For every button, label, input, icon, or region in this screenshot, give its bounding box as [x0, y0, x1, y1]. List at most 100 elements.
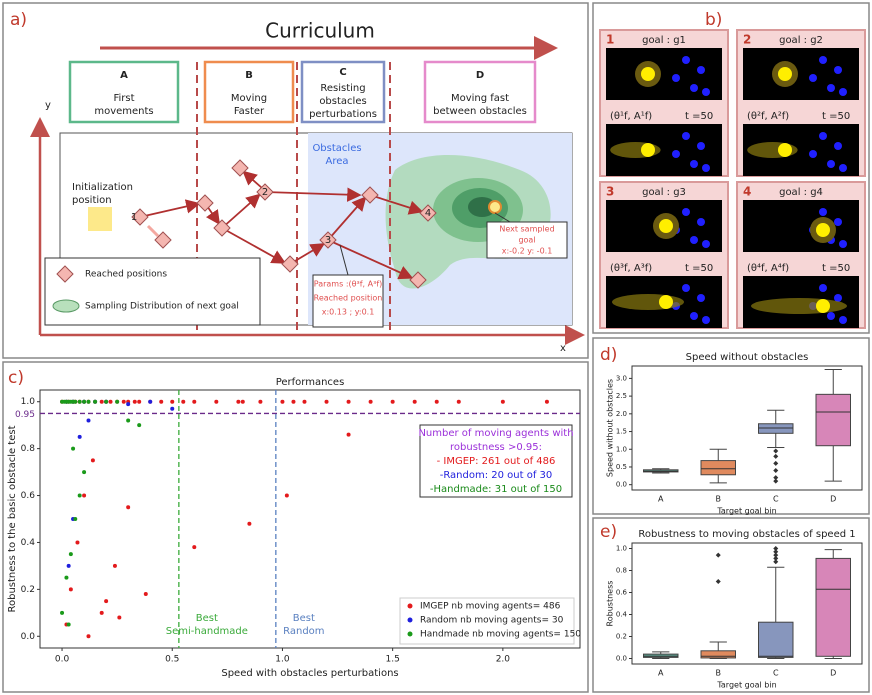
- cell-goal: goal : g4: [779, 187, 823, 198]
- obstacle: [702, 316, 710, 324]
- diamonds: [131, 159, 437, 289]
- point: [132, 399, 137, 404]
- stage-text: movements: [94, 106, 153, 117]
- y-tick-label: 0.4: [21, 538, 36, 548]
- point: [60, 610, 65, 615]
- y-tick-label: 1.0: [21, 397, 36, 407]
- x-tick-label: B: [716, 495, 722, 504]
- chart-title: Performances: [276, 377, 345, 388]
- obstacle: [819, 284, 827, 292]
- obstacle: [697, 294, 705, 302]
- point: [73, 517, 78, 521]
- y-tick-label: 1.5: [616, 428, 627, 436]
- point: [71, 446, 76, 451]
- cell-goal: goal : g1: [642, 35, 686, 46]
- point: [73, 399, 78, 404]
- outlier: [773, 453, 779, 459]
- point: [77, 493, 82, 498]
- next-goal: [488, 200, 502, 214]
- obstacle: [839, 316, 847, 324]
- obstacle: [682, 284, 690, 292]
- y-axis-label: Speed without obstacles: [606, 379, 615, 477]
- chart-title: Robustness to moving obstacles of speed …: [638, 529, 855, 540]
- x-tick-label: 1.0: [275, 655, 290, 665]
- agent: [641, 143, 655, 157]
- point: [93, 399, 98, 404]
- agent-trail: [751, 298, 847, 314]
- outlier: [773, 460, 779, 466]
- annotation-box: [419, 424, 573, 498]
- cell-number: 1: [606, 33, 614, 47]
- point: [126, 418, 131, 423]
- outlier: [715, 552, 721, 558]
- stage-letter: D: [476, 70, 484, 81]
- callout-text: Params :(θ³f, A³f): [314, 280, 383, 289]
- callout: [312, 274, 384, 328]
- y-axis-label: Robustness: [606, 581, 615, 627]
- callout: [486, 221, 568, 259]
- y-tick-label: 2.0: [616, 410, 627, 418]
- plot-frame: [631, 365, 863, 491]
- obstacle: [672, 74, 680, 82]
- panel-a: a) Curriculum A First movements B Moving…: [10, 10, 585, 354]
- cell-t: t =50: [685, 263, 713, 274]
- obstacle: [690, 312, 698, 320]
- node-label: 1: [131, 212, 137, 223]
- x-tick-label: 0.5: [165, 655, 179, 665]
- point: [181, 399, 186, 404]
- obstacle: [827, 312, 835, 320]
- point: [544, 399, 549, 404]
- outlier: [773, 552, 779, 558]
- obstacle: [809, 74, 817, 82]
- x-axis-label: Target goal bin: [716, 507, 776, 516]
- y-tick-label: 2.5: [616, 392, 627, 400]
- cell-number: 2: [743, 33, 751, 47]
- panel-label: c): [8, 368, 24, 388]
- x-tick-label: C: [773, 495, 779, 504]
- stage-text: obstacles: [319, 96, 366, 107]
- chart-title: Speed without obstacles: [686, 352, 809, 363]
- point: [86, 399, 91, 404]
- y-tick-label: 0.8: [21, 444, 36, 454]
- point: [115, 399, 120, 404]
- y-tick-label: 0.6: [21, 491, 36, 501]
- obstacle: [697, 218, 705, 226]
- point: [86, 418, 91, 423]
- callout-line: [494, 212, 511, 223]
- point: [77, 399, 82, 404]
- obstacle: [697, 66, 705, 74]
- stage-box: [203, 60, 295, 124]
- node-label: 3: [325, 235, 331, 246]
- agent: [778, 143, 792, 157]
- box: [700, 650, 736, 659]
- obstacle: [839, 240, 847, 248]
- point: [66, 563, 71, 568]
- cell-t: t =50: [685, 111, 713, 122]
- obstacle: [819, 56, 827, 64]
- legend-text: IMGEP nb moving agents= 486: [420, 602, 561, 612]
- reference-label: Semi-handmade: [166, 626, 248, 637]
- node-label: 2: [262, 187, 268, 198]
- y-tick-label: 1.0: [616, 445, 627, 453]
- y-axis-label: Robustness to the basic obstacle test: [7, 425, 18, 612]
- point: [240, 399, 245, 404]
- reference-label: Best: [293, 613, 315, 624]
- cell-goal: goal : g2: [779, 35, 823, 46]
- point: [137, 423, 142, 428]
- point: [280, 399, 285, 404]
- goal: [659, 219, 673, 233]
- outlier: [715, 579, 721, 584]
- init-square: [88, 207, 112, 231]
- box: [815, 393, 851, 447]
- stage-text: perturbations: [309, 109, 377, 120]
- obstacle: [839, 88, 847, 96]
- callout-line: [339, 244, 349, 276]
- obstacle: [702, 164, 710, 172]
- point: [434, 399, 439, 404]
- stage-text: Resisting: [320, 83, 365, 94]
- paths: [139, 170, 424, 280]
- legend-icon: [56, 265, 74, 283]
- point: [148, 399, 153, 404]
